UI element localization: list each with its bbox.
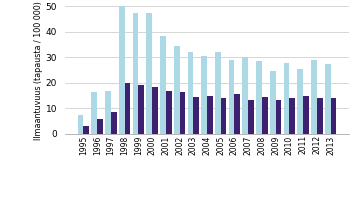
- Bar: [215, 52, 221, 134]
- Bar: [97, 119, 103, 134]
- Bar: [330, 98, 336, 134]
- Bar: [180, 92, 185, 134]
- Bar: [125, 83, 130, 134]
- Bar: [248, 100, 254, 134]
- Bar: [166, 91, 172, 134]
- Bar: [174, 46, 180, 134]
- Bar: [138, 86, 144, 134]
- Bar: [303, 96, 309, 134]
- Bar: [284, 63, 289, 134]
- Bar: [188, 52, 193, 134]
- Bar: [147, 13, 152, 134]
- Bar: [276, 100, 282, 134]
- Bar: [193, 97, 199, 134]
- Bar: [221, 98, 226, 134]
- Bar: [119, 6, 125, 134]
- Y-axis label: Ilmaantuvuus (tapausta / 100 000): Ilmaantuvuus (tapausta / 100 000): [34, 1, 43, 140]
- Bar: [270, 71, 276, 134]
- Bar: [262, 97, 267, 134]
- Bar: [229, 60, 234, 134]
- Bar: [160, 36, 166, 134]
- Bar: [325, 64, 330, 134]
- Bar: [152, 87, 158, 134]
- Bar: [207, 96, 213, 134]
- Bar: [317, 98, 323, 134]
- Bar: [256, 61, 262, 134]
- Bar: [297, 69, 303, 134]
- Bar: [111, 112, 117, 134]
- Bar: [91, 92, 97, 134]
- Bar: [201, 56, 207, 134]
- Bar: [311, 60, 317, 134]
- Bar: [234, 94, 240, 134]
- Bar: [242, 57, 248, 134]
- Bar: [132, 13, 138, 134]
- Bar: [105, 91, 111, 134]
- Bar: [289, 98, 295, 134]
- Bar: [78, 115, 84, 134]
- Bar: [84, 126, 89, 134]
